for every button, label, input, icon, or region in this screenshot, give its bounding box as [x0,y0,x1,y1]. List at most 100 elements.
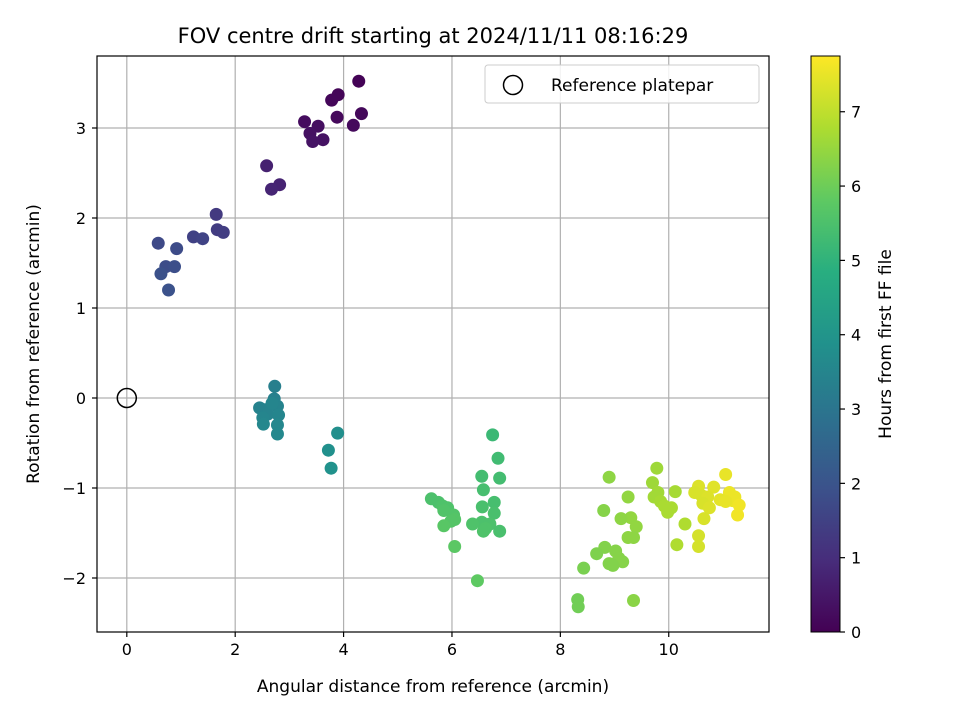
scatter-point [678,517,692,531]
y-tick-label: −1 [62,479,86,498]
scatter-point [571,600,585,614]
plot-frame [96,55,770,633]
legend-label: Reference platepar [551,76,713,96]
scatter-point [475,500,489,514]
scatter-point [167,260,181,274]
scatter-point [354,107,368,121]
scatter-point [627,531,641,544]
colorbar [810,55,841,633]
scatter-point [331,426,345,440]
scatter-point [707,480,721,494]
scatter-point [487,506,501,520]
colorbar-label: Hours from first FF file [876,249,896,439]
y-tick-label: 1 [76,299,86,318]
scatter-point [668,485,682,499]
scatter-point [493,471,507,485]
scatter-point [476,483,490,497]
scatter-point [493,524,507,538]
colorbar-tick-label: 6 [851,177,861,196]
y-axis-ticks: 3 2 1 0 −1 −2 [62,119,97,588]
colorbar-tick-label: 5 [851,251,861,270]
colorbar-tick-label: 4 [851,326,861,345]
scatter-point [627,594,641,607]
scatter-point [265,396,279,410]
scatter-point [621,490,635,504]
scatter-point [590,547,604,561]
legend: Reference platepar [484,64,760,104]
scatter-point [719,468,733,481]
scatter-point [321,443,335,457]
scatter-point [470,574,484,588]
scatter-point [316,133,330,147]
scatter-point [486,428,500,442]
x-axis-label: Angular distance from reference (arcmin) [257,677,609,697]
scatter-point [629,520,643,534]
scatter-point [491,451,505,465]
scatter-point [151,236,165,250]
scatter-point [272,408,286,422]
scatter-point [476,524,490,538]
grid-lines [97,56,769,632]
scatter-point [692,529,706,543]
scatter-point [324,461,338,475]
x-tick-label: 4 [338,640,348,659]
scatter-point [475,469,489,483]
colorbar-tick-label: 7 [851,103,861,122]
scatter-point [614,512,628,526]
scatter-point [306,135,320,148]
x-tick-label: 2 [230,640,240,659]
x-tick-label: 6 [447,640,457,659]
scatter-point [154,267,168,281]
scatter-point [265,182,279,196]
colorbar-tick-label: 2 [851,474,861,493]
scatter-point [645,476,659,490]
scatter-point [731,508,745,522]
scatter-point [597,504,611,517]
x-tick-label: 0 [122,640,132,659]
scatter-point [577,561,591,575]
legend-box [484,64,760,104]
scatter-point [606,558,620,572]
y-tick-label: −2 [62,569,86,588]
scatter-points [151,74,746,614]
scatter-point [260,159,274,173]
scatter-point [196,232,210,246]
scatter-point [670,538,684,552]
scatter-point [346,118,360,132]
scatter-point [170,242,184,256]
scatter-point [650,461,664,475]
reference-platepar-marker [116,387,138,409]
scatter-point [216,225,230,239]
scatter-point [330,110,344,124]
scatter-point [325,93,339,107]
colorbar-tick-label: 1 [851,549,861,568]
colorbar-tick-label: 0 [851,623,861,642]
x-tick-label: 8 [555,640,565,659]
scatter-point [487,495,501,509]
scatter-point [209,207,223,221]
scatter-point [448,540,462,553]
scatter-point [697,512,711,526]
scatter-point [616,555,630,569]
scatter-point [437,504,451,517]
y-tick-label: 3 [76,119,86,138]
reference-marker-layer [116,387,138,409]
x-axis-ticks: 0 2 4 6 8 10 [122,632,679,659]
y-axis-label: Rotation from reference (arcmin) [24,204,44,484]
scatter-point [602,470,616,484]
scatter-point [352,74,366,88]
scatter-point [270,427,284,441]
y-tick-label: 0 [76,389,86,408]
scatter-point [256,417,270,431]
scatter-point [692,540,706,553]
chart-title: FOV centre drift starting at 2024/11/11 … [178,24,689,48]
legend-reference-marker-icon [502,74,524,96]
scatter-point [270,418,284,432]
scatter-point [437,519,451,533]
colorbar-tick-label: 3 [851,400,861,419]
x-tick-label: 10 [659,640,679,659]
scatter-point [661,505,675,519]
y-tick-label: 2 [76,209,86,228]
